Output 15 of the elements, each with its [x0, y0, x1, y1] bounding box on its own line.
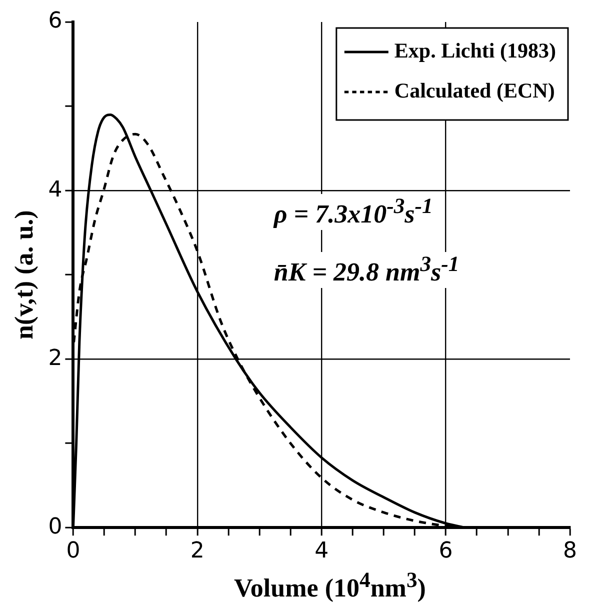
y-tick-label: 4 [48, 177, 62, 202]
x-tick-label: 2 [190, 538, 204, 564]
x-tick-label: 4 [314, 538, 329, 564]
x-axis-title: Volume (10$^{4}$nm$^{3}$) [233, 568, 427, 604]
x-tick-label: 8 [563, 538, 577, 564]
annotation: ρ = 7.3x10$^{-3}$s$^{-1}$ [272, 194, 435, 230]
y-tick-label: 6 [48, 8, 62, 34]
legend-label: Calculated (ECN) [394, 78, 555, 102]
x-tick-label: 6 [438, 538, 453, 564]
y-axis-title: n(v,t) (a. u.) [9, 210, 38, 340]
y-tick-label: 0 [48, 514, 62, 540]
x-tick-label: 0 [66, 538, 80, 564]
y-tick-label: 2 [48, 346, 62, 371]
annotation: n̄K = 29.8 nm$^{3}$s$^{-1}$ [272, 252, 462, 288]
legend-label: Exp. Lichti (1983) [394, 38, 556, 62]
